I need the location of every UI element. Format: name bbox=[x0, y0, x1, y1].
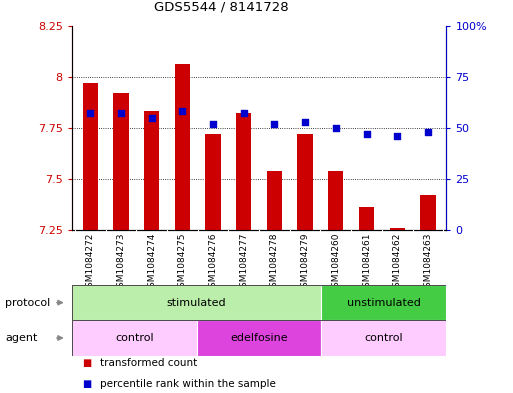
Text: GSM1084260: GSM1084260 bbox=[331, 233, 340, 293]
Bar bbox=[389, 228, 405, 230]
Bar bbox=[113, 93, 129, 230]
Bar bbox=[328, 171, 344, 230]
Bar bbox=[205, 134, 221, 230]
Point bbox=[240, 110, 248, 117]
Bar bbox=[196, 320, 322, 356]
Text: GSM1084276: GSM1084276 bbox=[208, 233, 218, 293]
Point bbox=[301, 118, 309, 125]
Point bbox=[393, 133, 401, 139]
Text: GSM1084278: GSM1084278 bbox=[270, 233, 279, 293]
Bar bbox=[72, 285, 322, 320]
Bar bbox=[322, 285, 446, 320]
Text: GSM1084279: GSM1084279 bbox=[301, 233, 310, 293]
Text: GSM1084273: GSM1084273 bbox=[116, 233, 126, 293]
Point bbox=[424, 129, 432, 135]
Point bbox=[270, 121, 279, 127]
Text: edelfosine: edelfosine bbox=[230, 333, 288, 343]
Bar bbox=[236, 114, 251, 230]
Point bbox=[148, 114, 156, 121]
Text: GSM1084262: GSM1084262 bbox=[392, 233, 402, 293]
Text: control: control bbox=[115, 333, 153, 343]
Point bbox=[332, 125, 340, 131]
Text: GSM1084261: GSM1084261 bbox=[362, 233, 371, 293]
Bar bbox=[420, 195, 436, 230]
Bar bbox=[322, 320, 446, 356]
Text: GSM1084263: GSM1084263 bbox=[423, 233, 432, 293]
Text: ■: ■ bbox=[82, 379, 91, 389]
Bar bbox=[298, 134, 313, 230]
Point bbox=[86, 110, 94, 117]
Point bbox=[117, 110, 125, 117]
Bar bbox=[359, 208, 374, 230]
Bar bbox=[144, 111, 160, 230]
Text: agent: agent bbox=[5, 333, 37, 343]
Bar bbox=[83, 83, 98, 230]
Point bbox=[362, 131, 370, 137]
Text: transformed count: transformed count bbox=[100, 358, 198, 367]
Text: GDS5544 / 8141728: GDS5544 / 8141728 bbox=[154, 1, 289, 14]
Text: ■: ■ bbox=[82, 358, 91, 367]
Text: unstimulated: unstimulated bbox=[347, 298, 421, 308]
Bar bbox=[174, 64, 190, 230]
Text: GSM1084277: GSM1084277 bbox=[239, 233, 248, 293]
Text: GSM1084272: GSM1084272 bbox=[86, 233, 95, 293]
Text: percentile rank within the sample: percentile rank within the sample bbox=[100, 379, 276, 389]
Text: protocol: protocol bbox=[5, 298, 50, 308]
Text: control: control bbox=[365, 333, 403, 343]
Point bbox=[178, 108, 186, 114]
Point bbox=[209, 121, 217, 127]
Text: GSM1084275: GSM1084275 bbox=[178, 233, 187, 293]
Text: stimulated: stimulated bbox=[167, 298, 226, 308]
Bar bbox=[72, 320, 196, 356]
Bar bbox=[267, 171, 282, 230]
Text: GSM1084274: GSM1084274 bbox=[147, 233, 156, 293]
